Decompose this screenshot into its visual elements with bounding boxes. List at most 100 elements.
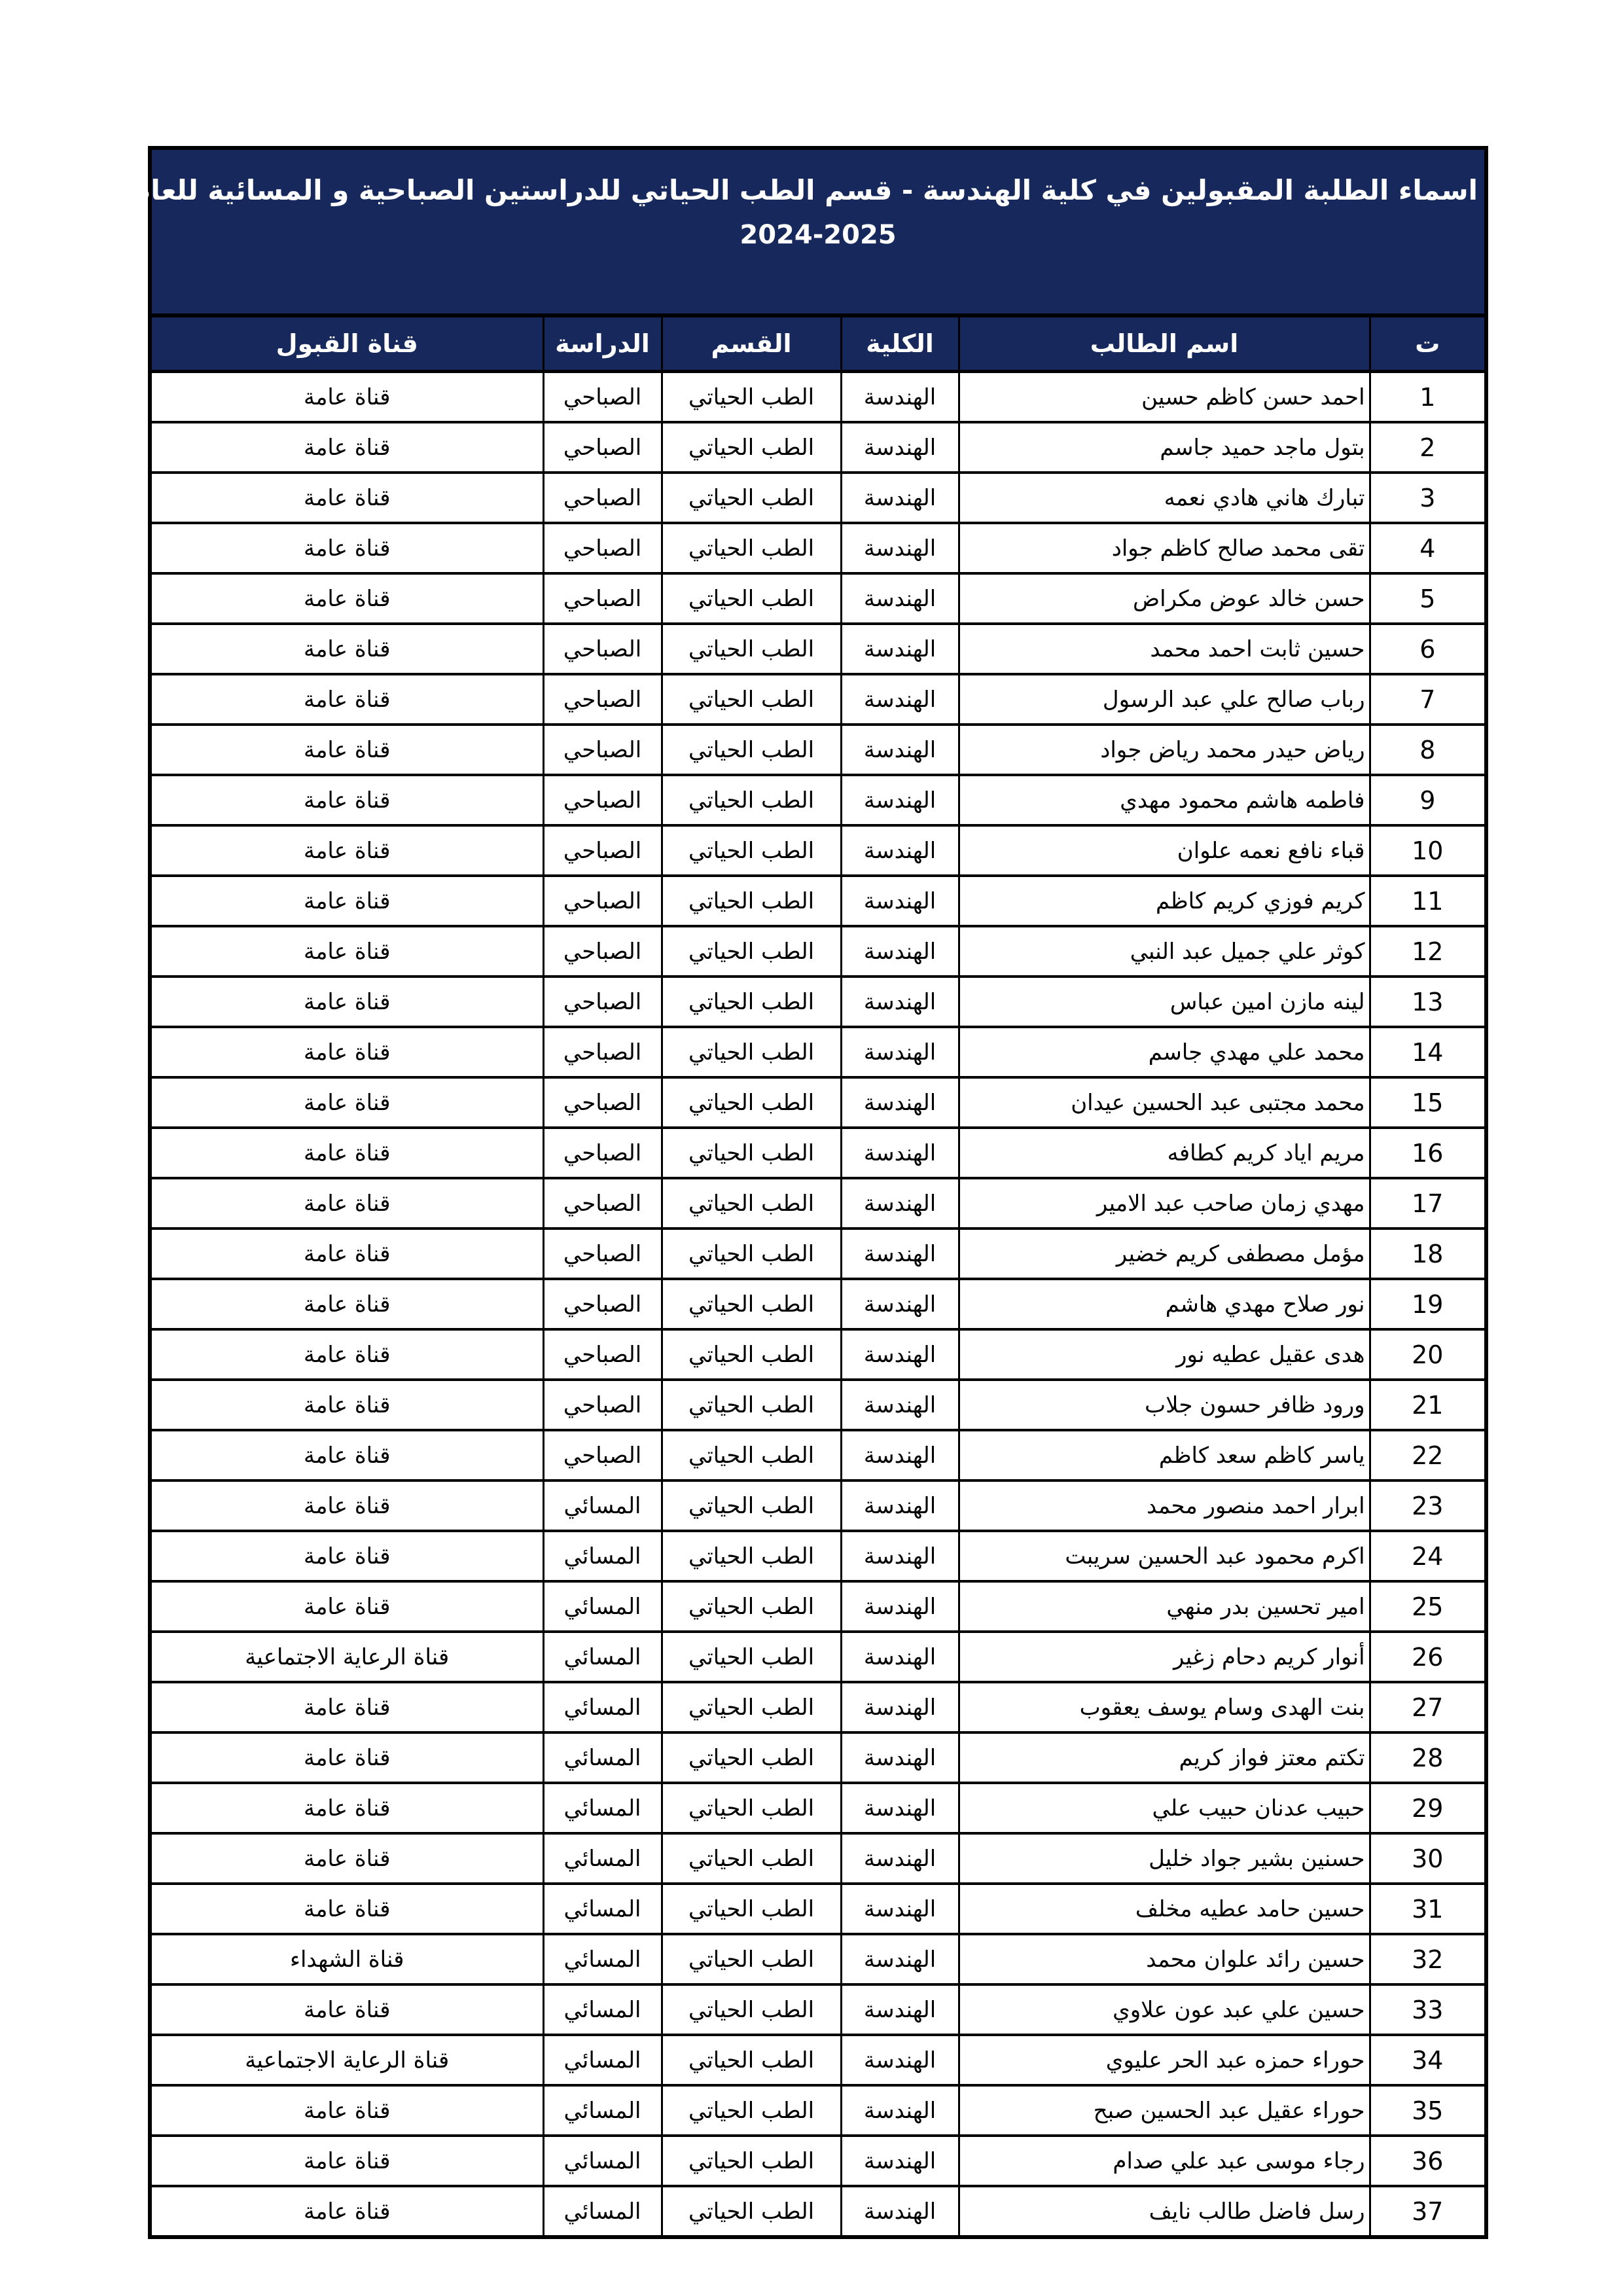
study-cell: الصباحي xyxy=(542,622,663,675)
study-cell: المسائي xyxy=(542,1530,663,1583)
college-cell: الهندسة xyxy=(840,723,960,776)
department-cell: الطب الحياتي xyxy=(660,1983,842,2036)
college-cell: الهندسة xyxy=(840,2185,960,2238)
table-row: 17 مهدي زمان صاحب عبد الامير الهندسة الطب ا… xyxy=(149,1177,1488,1230)
department-cell: الطب الحياتي xyxy=(660,2034,842,2087)
channel-cell: قناة عامة xyxy=(149,774,544,827)
serial-cell: 3 xyxy=(1368,471,1488,524)
channel-cell: قناة عامة xyxy=(149,824,544,877)
department-cell: الطب الحياتي xyxy=(660,572,842,625)
serial-cell: 21 xyxy=(1368,1378,1488,1431)
channel-cell: قناة عامة xyxy=(149,874,544,927)
serial-cell: 14 xyxy=(1368,1026,1488,1079)
channel-cell: قناة عامة xyxy=(149,975,544,1028)
student-name-cell: حسين رائد علوان محمد xyxy=(957,1933,1371,1986)
college-cell: الهندسة xyxy=(840,874,960,927)
channel-cell: قناة عامة xyxy=(149,1126,544,1179)
table-row: 27 بنت الهدى وسام يوسف يعقوب الهندسة الطب ا… xyxy=(149,1681,1488,1734)
study-cell: الصباحي xyxy=(542,673,663,726)
table-row: 37 رسل فاضل طالب نايف الهندسة الطب الحياتي ا… xyxy=(149,2185,1488,2238)
serial-cell: 24 xyxy=(1368,1530,1488,1583)
student-name-cell: رسل فاضل طالب نايف xyxy=(957,2185,1371,2238)
department-cell: الطب الحياتي xyxy=(660,774,842,827)
department-cell: الطب الحياتي xyxy=(660,1882,842,1935)
college-cell: الهندسة xyxy=(840,1429,960,1482)
college-cell: الهندسة xyxy=(840,1882,960,1935)
serial-cell: 34 xyxy=(1368,2034,1488,2087)
college-cell: الهندسة xyxy=(840,673,960,726)
channel-cell: قناة عامة xyxy=(149,1731,544,1784)
serial-cell: 6 xyxy=(1368,622,1488,675)
study-cell: الصباحي xyxy=(542,1126,663,1179)
table-row: 8 رياض حيدر محمد رياض جواد الهندسة الطب الح… xyxy=(149,723,1488,776)
college-cell: الهندسة xyxy=(840,471,960,524)
serial-cell: 15 xyxy=(1368,1076,1488,1129)
college-cell: الهندسة xyxy=(840,1479,960,1532)
student-name-cell: رباب صالح علي عبد الرسول xyxy=(957,673,1371,726)
student-name-cell: بتول ماجد حميد جاسم xyxy=(957,421,1371,474)
study-cell: المسائي xyxy=(542,2034,663,2087)
serial-cell: 23 xyxy=(1368,1479,1488,1532)
channel-cell: قناة عامة xyxy=(149,1681,544,1734)
college-cell: الهندسة xyxy=(840,2084,960,2137)
student-name-cell: احمد حسن كاظم حسين xyxy=(957,370,1371,423)
student-name-cell: مهدي زمان صاحب عبد الامير xyxy=(957,1177,1371,1230)
channel-cell: قناة عامة xyxy=(149,1278,544,1331)
student-name-cell: بنت الهدى وسام يوسف يعقوب xyxy=(957,1681,1371,1734)
department-cell: الطب الحياتي xyxy=(660,1227,842,1280)
department-cell: الطب الحياتي xyxy=(660,1328,842,1381)
student-name-cell: حسين ثابت احمد محمد xyxy=(957,622,1371,675)
department-cell: الطب الحياتي xyxy=(660,370,842,423)
table-row: 11 كريم فوزي كريم كاظم الهندسة الطب الحياتي… xyxy=(149,874,1488,927)
student-name-cell: كوثر علي جميل عبد النبي xyxy=(957,925,1371,978)
channel-cell: قناة عامة xyxy=(149,1328,544,1381)
serial-cell: 18 xyxy=(1368,1227,1488,1280)
study-cell: الصباحي xyxy=(542,1026,663,1079)
student-name-cell: رياض حيدر محمد رياض جواد xyxy=(957,723,1371,776)
study-cell: الصباحي xyxy=(542,1076,663,1129)
department-cell: الطب الحياتي xyxy=(660,975,842,1028)
serial-cell: 26 xyxy=(1368,1630,1488,1683)
serial-cell: 2 xyxy=(1368,421,1488,474)
student-name-cell: هدى عقيل عطيه نور xyxy=(957,1328,1371,1381)
college-cell: الهندسة xyxy=(840,1580,960,1633)
channel-cell: قناة عامة xyxy=(149,1026,544,1079)
department-cell: الطب الحياتي xyxy=(660,1126,842,1179)
student-name-cell: ياسر كاظم سعد كاظم xyxy=(957,1429,1371,1482)
table-title: اسماء الطلبة المقبولين في كلية الهندسة -… xyxy=(5,146,1489,317)
department-cell: الطب الحياتي xyxy=(660,824,842,877)
table-row: 9 فاطمه هاشم محمود مهدي الهندسة الطب الحيات… xyxy=(149,774,1488,827)
study-cell: الصباحي xyxy=(542,1328,663,1381)
student-name-cell: ابرار احمد منصور محمد xyxy=(957,1479,1371,1532)
serial-cell: 29 xyxy=(1368,1782,1488,1835)
college-cell: الهندسة xyxy=(840,1278,960,1331)
table-row: 15 محمد مجتبى عبد الحسين عيدان الهندسة الطب… xyxy=(149,1076,1488,1129)
student-name-cell: لينه مازن امين عباس xyxy=(957,975,1371,1028)
table-row: 10 قباء نافع نعمه علوان الهندسة الطب الحيات… xyxy=(149,824,1488,877)
table-row: 35 حوراء عقيل عبد الحسين صبح الهندسة الطب ا… xyxy=(149,2084,1488,2137)
channel-cell: قناة الرعاية الاجتماعية xyxy=(149,1630,544,1683)
serial-cell: 12 xyxy=(1368,925,1488,978)
college-cell: الهندسة xyxy=(840,1328,960,1381)
department-cell: الطب الحياتي xyxy=(660,673,842,726)
serial-cell: 20 xyxy=(1368,1328,1488,1381)
table-row: 14 محمد علي مهدي جاسم الهندسة الطب الحياتي ا… xyxy=(149,1026,1488,1079)
study-cell: الصباحي xyxy=(542,1429,663,1482)
channel-cell: قناة عامة xyxy=(149,2134,544,2187)
college-cell: الهندسة xyxy=(840,1026,960,1079)
student-name-cell: حوراء حمزه عبد الحر عليوي xyxy=(957,2034,1371,2087)
student-name-cell: أنوار كريم دحام زغير xyxy=(957,1630,1371,1683)
college-cell: الهندسة xyxy=(840,1177,960,1230)
serial-cell: 9 xyxy=(1368,774,1488,827)
channel-cell: قناة عامة xyxy=(149,1227,544,1280)
channel-cell: قناة عامة xyxy=(149,1832,544,1885)
table-row: 22 ياسر كاظم سعد كاظم الهندسة الطب الحياتي ا… xyxy=(149,1429,1488,1482)
col-header-admission-channel: قناة القبول xyxy=(149,314,544,373)
college-cell: الهندسة xyxy=(840,1126,960,1179)
channel-cell: قناة عامة xyxy=(149,2084,544,2137)
student-name-cell: كريم فوزي كريم كاظم xyxy=(957,874,1371,927)
serial-cell: 31 xyxy=(1368,1882,1488,1935)
table-row: 29 حبيب عدنان حبيب علي الهندسة الطب الحياتي… xyxy=(149,1782,1488,1835)
college-cell: الهندسة xyxy=(840,774,960,827)
